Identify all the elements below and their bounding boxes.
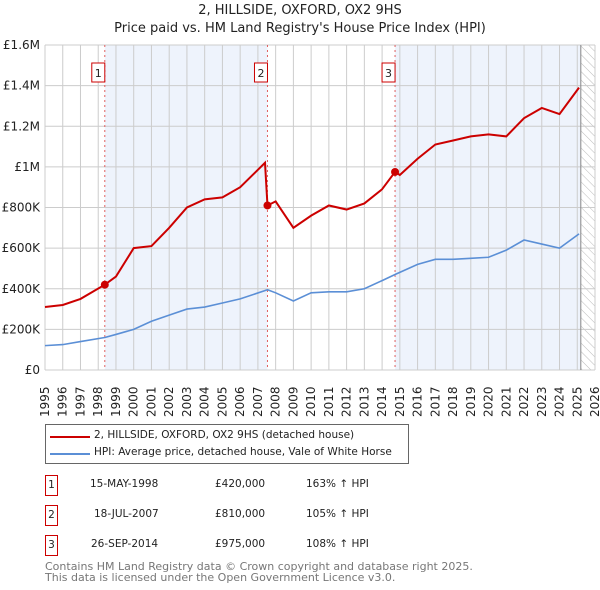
y-tick-label: £1.6M — [3, 38, 40, 52]
x-tick-label: 1999 — [109, 386, 123, 417]
x-tick-label: 1996 — [56, 386, 70, 417]
x-tick-label: 2016 — [411, 386, 425, 417]
x-tick-label: 2012 — [340, 386, 354, 417]
x-tick-label: 2013 — [357, 386, 371, 417]
x-tick-label: 2025 — [570, 386, 584, 417]
x-tick-label: 2009 — [286, 386, 300, 417]
x-tick-label: 2019 — [464, 386, 478, 417]
sale-row-1: 1 15-MAY-1998 £420,000 163% ↑ HPI — [45, 475, 445, 497]
x-tick-label: 1998 — [91, 386, 105, 417]
x-tick-label: 2004 — [198, 386, 212, 417]
x-tick-label: 2002 — [162, 386, 176, 417]
x-tick-label: 2008 — [269, 386, 283, 417]
sale-point — [391, 167, 400, 176]
sale-date: 15-MAY-1998 — [90, 478, 159, 490]
x-tick-label: 2026 — [588, 386, 600, 417]
chart-subtitle: Price paid vs. HM Land Registry's House … — [114, 21, 486, 36]
x-tick-label: 2021 — [499, 386, 513, 417]
x-tick-label: 2014 — [375, 386, 389, 417]
hpi-line — [44, 233, 580, 347]
x-tick-label: 2020 — [482, 386, 496, 417]
sale-row-2: 2 18-JUL-2007 £810,000 105% ↑ HPI — [45, 505, 445, 527]
footer-line: This data is licensed under the Open Gov… — [45, 571, 396, 584]
y-tick-label: £200K — [2, 322, 42, 336]
price-chart: 1995 1996 1997 1998 1999 2000 2001 2002 2003 2004… — [2, 38, 600, 417]
sale-marker-label: 3 — [385, 67, 392, 80]
sale-point — [100, 280, 109, 289]
sale-marker-box — [253, 62, 268, 83]
sale-hpi: 105% ↑ HPI — [306, 508, 369, 520]
y-tick-label: £400K — [2, 282, 42, 296]
footer-line: Contains HM Land Registry data © Crown c… — [45, 560, 473, 573]
legend: 2, HILLSIDE, OXFORD, OX2 9HS (detached h… — [45, 424, 409, 464]
sale-price: £810,000 — [215, 508, 266, 520]
sale-row-3: 3 26-SEP-2014 £975,000 108% ↑ HPI — [45, 535, 445, 557]
chart-title: 2, HILLSIDE, OXFORD, OX2 9HS — [198, 3, 402, 18]
sale-marker-label: 1 — [95, 67, 102, 80]
sale-marker-badge: 1 — [45, 475, 58, 496]
legend-label-hpi: HPI: Average price, detached house, Vale… — [94, 446, 392, 458]
x-tick-label: 2003 — [180, 386, 194, 417]
y-tick-label: £1.4M — [3, 79, 40, 93]
y-tick-label: £800K — [2, 201, 42, 215]
y-tick-label: £0 — [25, 363, 40, 377]
x-tick-label: 2006 — [233, 386, 247, 417]
sale-price: £420,000 — [215, 478, 266, 490]
sale-marker-box — [91, 62, 106, 83]
sale-hpi: 163% ↑ HPI — [306, 478, 369, 490]
x-tick-label: 2018 — [446, 386, 460, 417]
x-tick-label: 2005 — [215, 386, 229, 417]
x-tick-label: 2023 — [535, 386, 549, 417]
sale-marker-badge: 3 — [45, 535, 58, 556]
x-tick-label: 2010 — [304, 386, 318, 417]
y-tick-label: £1.2M — [3, 119, 40, 133]
legend-swatch-hpi — [50, 453, 90, 455]
x-tick-label: 1997 — [73, 386, 87, 417]
x-tick-label: 2011 — [322, 386, 336, 417]
x-tick-label: 2000 — [127, 386, 141, 417]
sale-marker-box — [381, 62, 396, 83]
x-tick-label: 2022 — [517, 386, 531, 417]
sale-date: 26-SEP-2014 — [91, 538, 159, 550]
sale-point — [263, 201, 272, 210]
legend-swatch-property — [50, 436, 90, 438]
footer: Contains HM Land Registry data © Crown c… — [45, 561, 473, 583]
legend-label-property: 2, HILLSIDE, OXFORD, OX2 9HS (detached h… — [94, 429, 355, 441]
sale-marker-label: 2 — [257, 67, 264, 80]
x-tick-label: 2017 — [428, 386, 442, 417]
x-tick-label: 2024 — [553, 386, 567, 417]
sale-date: 18-JUL-2007 — [94, 508, 159, 520]
x-tick-label: 1995 — [38, 386, 52, 417]
property-price-line — [44, 87, 580, 309]
sale-price: £975,000 — [215, 538, 266, 550]
sale-hpi: 108% ↑ HPI — [306, 538, 369, 550]
x-tick-label: 2001 — [144, 386, 158, 417]
x-tick-label: 2007 — [251, 386, 265, 417]
y-tick-label: £600K — [2, 241, 42, 255]
sale-marker-badge: 2 — [45, 505, 58, 526]
x-tick-label: 2015 — [393, 386, 407, 417]
y-tick-label: £1M — [14, 160, 40, 174]
